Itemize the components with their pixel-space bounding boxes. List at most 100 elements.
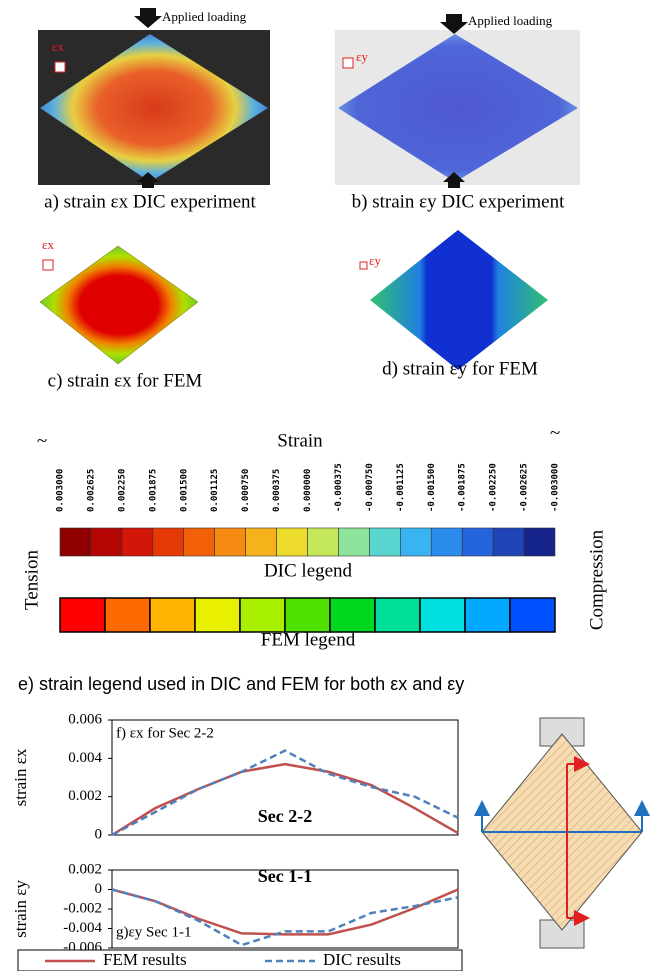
y-tick-label: -0.002 — [63, 900, 102, 916]
legend-tick-label: 0.000000 — [303, 469, 313, 512]
y-axis-label: strain εx — [11, 748, 30, 806]
symbol: εx — [52, 39, 64, 54]
dic-color-cell — [121, 527, 154, 557]
y-tick-label: 0 — [95, 881, 103, 897]
annotation: f) εx for Sec 2-2 — [116, 725, 214, 741]
strain-icon — [342, 57, 354, 69]
legend-tick-label: 0.001875 — [148, 469, 158, 512]
fem-color-cell — [194, 597, 241, 633]
symbol: εx — [42, 237, 54, 252]
dic-color-cell — [276, 527, 308, 557]
caption: c) strain εx for FEM — [48, 370, 203, 391]
compression-label: Compression — [586, 529, 607, 630]
fem-map — [39, 245, 199, 365]
annotation: g)εy Sec 1-1 — [116, 924, 191, 940]
legend-tick-label: 0.001125 — [210, 469, 220, 512]
legend-label: FEM results — [103, 950, 187, 969]
break-mark: ~ — [550, 422, 560, 443]
dic-color-cell — [59, 527, 92, 557]
dic-color-cell — [492, 527, 525, 557]
legend-label: DIC results — [323, 950, 401, 969]
legend-tick-label: -0.002625 — [520, 463, 530, 512]
legend-tick-label: 0.000750 — [241, 469, 251, 512]
fem-color-cell — [329, 597, 376, 633]
fem-color-cell — [284, 597, 331, 633]
caption: e) strain legend used in DIC and FEM for… — [18, 674, 464, 694]
dic-color-cell — [183, 527, 215, 557]
annotation: Sec 1-1 — [258, 866, 312, 886]
legend-tick-label: 0.000375 — [272, 469, 282, 512]
strain-icon — [359, 261, 368, 270]
panel-a: Applied loading εx a) strain εx DIC expe… — [38, 8, 270, 212]
caption: d) strain εy for FEM — [382, 358, 538, 379]
dic-color-cell — [245, 527, 277, 557]
legend-tick-label: 0.001500 — [179, 469, 189, 512]
tension-label: Tension — [21, 550, 42, 610]
annotation: Sec 2-2 — [258, 806, 312, 826]
symbol: εy — [356, 49, 368, 64]
legend-tick-label: -0.001875 — [458, 463, 468, 512]
panel-d: εy d) strain εy for FEM — [359, 230, 548, 379]
dic-color-cell — [461, 527, 494, 557]
y-tick-label: 0.006 — [68, 711, 102, 727]
fem-color-cell — [464, 597, 511, 633]
dic-legend-label: DIC legend — [264, 560, 353, 581]
caption: b) strain εy DIC experiment — [352, 191, 565, 212]
legend-tick-label: 0.002625 — [86, 469, 96, 512]
strain-legend: Strain ~ ~ DIC legend FEM legend Tension… — [21, 422, 607, 650]
series-line — [111, 888, 459, 947]
load-arrow — [440, 14, 468, 34]
plot-frame — [111, 719, 459, 836]
dic-color-cell — [338, 527, 370, 557]
panel-c: εx c) strain εx for FEM — [39, 237, 203, 391]
fem-legend-label: FEM legend — [261, 629, 356, 650]
load-arrow — [134, 8, 162, 28]
panel-b: Applied loading εy b) strain εy DIC expe… — [335, 13, 580, 212]
y-tick-label: 0.002 — [68, 861, 102, 877]
strain-icon — [42, 259, 54, 271]
section-diagram — [474, 717, 650, 949]
legend-tick-label: 0.003000 — [56, 469, 66, 512]
strain-icon — [54, 61, 66, 73]
legend-tick-label: 0.002250 — [117, 469, 127, 512]
fem-color-cell — [59, 597, 106, 633]
load-arrow — [137, 172, 159, 188]
series-line — [111, 749, 459, 837]
legend-box — [17, 949, 463, 971]
dic-color-cell — [369, 527, 401, 557]
dic-color-cell — [430, 527, 463, 557]
load-arrow — [443, 172, 465, 188]
loading-label: Applied loading — [162, 9, 247, 24]
legend-tick-label: -0.001125 — [396, 463, 406, 512]
dic-color-cell — [307, 527, 339, 557]
fem-color-cell — [104, 597, 151, 633]
y-tick-label: -0.004 — [63, 920, 102, 936]
fem-map — [370, 230, 548, 370]
dic-color-cell — [90, 527, 123, 557]
dic-color-cell — [400, 527, 432, 557]
y-axis-label: strain εy — [11, 880, 30, 938]
legend-tick-label: -0.002250 — [489, 463, 499, 512]
dic-color-cell — [214, 527, 246, 557]
dic-color-cell — [523, 527, 556, 557]
legend-tick-label: -0.003000 — [551, 463, 561, 512]
fem-color-cell — [239, 597, 286, 633]
y-tick-label: 0.002 — [68, 788, 102, 804]
fem-color-cell — [509, 597, 556, 633]
legend-title: Strain — [277, 430, 323, 451]
legend-tick-label: -0.001500 — [427, 463, 437, 512]
fem-color-cell — [374, 597, 421, 633]
y-tick-label: 0 — [95, 826, 103, 842]
fem-color-cell — [419, 597, 466, 633]
loading-label: Applied loading — [468, 13, 553, 28]
series-line — [111, 762, 459, 837]
dic-color-cell — [152, 527, 185, 557]
break-mark: ~ — [37, 430, 47, 451]
y-tick-label: 0.004 — [68, 750, 102, 766]
legend-tick-label: -0.000375 — [334, 463, 344, 512]
dic-map — [40, 34, 268, 182]
dic-map — [338, 34, 578, 182]
symbol: εy — [369, 253, 381, 268]
legend-tick-label: -0.000750 — [365, 463, 375, 512]
